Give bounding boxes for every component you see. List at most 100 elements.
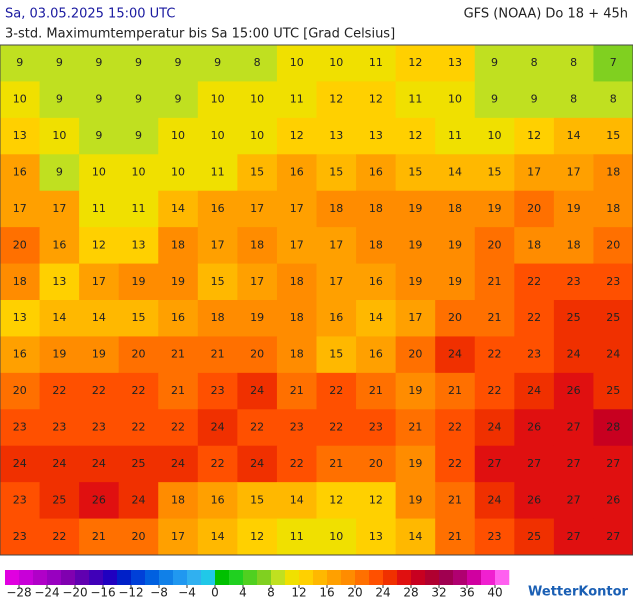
colorbar-tick-label: 4	[239, 586, 247, 600]
temperature-cell	[435, 518, 476, 556]
temperature-cell	[593, 300, 633, 337]
temperature-label: 19	[408, 238, 422, 251]
temperature-label: 24	[250, 457, 264, 470]
temperature-label: 17	[52, 202, 66, 215]
colorbar-tick-label: −28	[6, 586, 31, 600]
temperature-cell	[514, 190, 555, 228]
temperature-label: 27	[488, 457, 502, 470]
temperature-cell	[474, 300, 515, 337]
temperature-label: 11	[211, 166, 225, 179]
temperature-label: 13	[13, 129, 27, 142]
temperature-label: 9	[95, 129, 102, 142]
temperature-label: 12	[369, 93, 383, 106]
temperature-cell	[593, 518, 633, 556]
temperature-label: 23	[488, 530, 502, 543]
temperature-cell	[237, 190, 278, 228]
temperature-label: 12	[290, 129, 304, 142]
temperature-cell	[435, 190, 476, 228]
colorbar-tick-label: 36	[459, 586, 474, 600]
temperature-label: 20	[13, 238, 27, 251]
temperature-label: 19	[92, 348, 106, 361]
datetime: Sa, 03.05.2025 15:00 UTC	[5, 7, 175, 22]
temperature-cell	[316, 81, 357, 119]
temperature-cell	[553, 45, 594, 82]
temperature-label: 20	[131, 530, 145, 543]
temperature-label: 27	[606, 457, 620, 470]
temperature-cell	[553, 372, 594, 410]
temperature-label: 21	[488, 275, 502, 288]
temperature-cell	[356, 117, 397, 155]
temperature-label: 25	[131, 457, 145, 470]
temperature-cell	[39, 445, 80, 483]
temperature-cell	[553, 81, 594, 119]
temperature-cell	[356, 409, 397, 447]
temperature-cell	[158, 372, 199, 410]
temperature-cell	[514, 482, 555, 520]
temperature-cell	[316, 117, 357, 155]
temperature-cell	[276, 81, 317, 119]
temperature-label: 18	[369, 202, 383, 215]
temperature-cell	[435, 227, 476, 265]
temperature-cell	[435, 300, 476, 337]
temperature-label: 9	[16, 56, 23, 69]
colorbar-segment	[75, 570, 90, 585]
temperature-cell	[158, 518, 199, 556]
temperature-cell	[158, 227, 199, 265]
temperature-label: 21	[448, 493, 462, 506]
temperature-label: 19	[408, 202, 422, 215]
temperature-cell	[79, 81, 120, 119]
temperature-label: 28	[606, 421, 620, 434]
temperature-cell	[79, 227, 120, 265]
temperature-label: 9	[491, 56, 498, 69]
temperature-cell	[237, 117, 278, 155]
temperature-label: 14	[408, 530, 422, 543]
temperature-label: 23	[369, 421, 383, 434]
temperature-cell	[395, 190, 436, 228]
temperature-cell	[435, 154, 476, 192]
temperature-label: 22	[290, 457, 304, 470]
temperature-label: 20	[250, 348, 264, 361]
colorbar-segment	[159, 570, 174, 585]
temperature-label: 21	[448, 530, 462, 543]
colorbar-tick-label: 0	[211, 586, 219, 600]
temperature-label: 27	[567, 493, 581, 506]
temperature-label: 15	[329, 348, 343, 361]
temperature-cell	[395, 117, 436, 155]
temperature-cell	[79, 518, 120, 556]
temperature-label: 18	[171, 238, 185, 251]
temperature-cell	[79, 482, 120, 520]
temperature-label: 22	[488, 384, 502, 397]
temperature-label: 26	[527, 493, 541, 506]
temperature-label: 23	[13, 493, 27, 506]
temperature-cell	[276, 372, 317, 410]
colorbar-tick-label: −8	[150, 586, 168, 600]
temperature-label: 15	[250, 166, 264, 179]
temperature-label: 26	[567, 384, 581, 397]
temperature-cell	[237, 263, 278, 301]
temperature-cell	[435, 336, 476, 374]
temperature-label: 25	[52, 493, 66, 506]
temperature-cell	[593, 117, 633, 155]
temperature-label: 22	[171, 421, 185, 434]
temperature-label: 17	[290, 238, 304, 251]
temperature-cell	[39, 372, 80, 410]
temperature-label: 17	[211, 238, 225, 251]
temperature-label: 10	[329, 56, 343, 69]
temperature-cell	[316, 45, 357, 82]
temperature-label: 9	[135, 56, 142, 69]
temperature-label: 18	[567, 238, 581, 251]
temperature-cell	[435, 117, 476, 155]
temperature-label: 18	[369, 238, 383, 251]
temperature-cell	[276, 227, 317, 265]
temperature-cell	[79, 45, 120, 82]
temperature-cell	[356, 154, 397, 192]
temperature-cell	[118, 518, 159, 556]
temperature-label: 9	[531, 93, 538, 106]
temperature-cell	[356, 336, 397, 374]
temperature-label: 19	[408, 275, 422, 288]
temperature-cell	[553, 190, 594, 228]
temperature-label: 14	[171, 202, 185, 215]
temperature-cell	[39, 154, 80, 192]
temperature-cell	[39, 117, 80, 155]
temperature-cell	[474, 227, 515, 265]
